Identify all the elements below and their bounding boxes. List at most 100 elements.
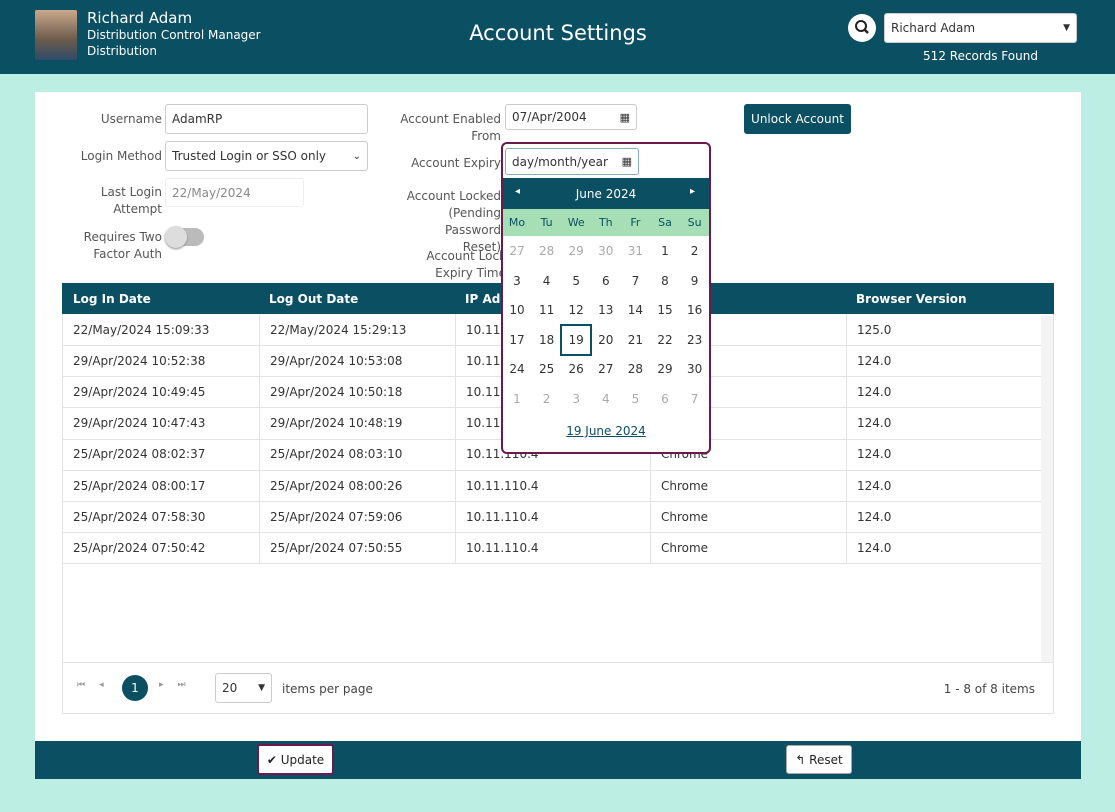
pager-summary: 1 - 8 of 8 items (943, 682, 1035, 696)
day-cell[interactable]: 30 (598, 244, 614, 258)
user-select[interactable]: Richard Adam ▼ (884, 13, 1077, 43)
table-cell: 22/May/2024 15:29:13 (259, 314, 455, 345)
avatar (35, 10, 77, 60)
table-cell: 25/Apr/2024 08:02:37 (73, 447, 206, 462)
enabled-from-input[interactable]: 07/Apr/2004 ▦ (505, 104, 637, 130)
day-cell[interactable]: 25 (538, 362, 555, 377)
lock-expiry-label: Account Lock Expiry Time (426, 249, 506, 280)
prev-month[interactable]: ◂ (515, 186, 521, 197)
table-cell: 29/Apr/2024 10:49:45 (73, 384, 206, 399)
next-month[interactable]: ▸ (690, 186, 696, 197)
username-label: Username (100, 112, 162, 126)
pager-divider (63, 662, 1053, 663)
table-cell: 124.0 (846, 470, 1054, 501)
pager-nav[interactable]: ⏮◂ (77, 680, 118, 690)
day-cell[interactable]: 3 (572, 392, 580, 406)
day-cell[interactable]: 17 (509, 332, 525, 347)
day-cell[interactable]: 13 (598, 303, 614, 318)
reset-button[interactable]: ↰ Reset (786, 745, 852, 774)
table-cell: 124.0 (846, 345, 1054, 377)
day-cell[interactable]: 29 (568, 244, 584, 258)
day-cell[interactable]: 23 (686, 332, 703, 347)
day-cell[interactable]: 6 (661, 392, 669, 406)
today-link[interactable]: 19 June 2024 (566, 424, 646, 438)
page-button[interactable]: 1 (122, 675, 148, 701)
last-login-field: 22/May/2024 (165, 178, 304, 207)
table-cell: 25/Apr/2024 07:50:55 (259, 532, 455, 564)
day-cell[interactable]: 21 (627, 332, 644, 347)
table-cell: 29/Apr/2024 10:52:38 (73, 353, 206, 368)
weekday: Fr (630, 216, 641, 229)
weekday-row (503, 209, 709, 236)
day-cell[interactable]: 6 (601, 273, 610, 288)
day-cell[interactable]: 5 (631, 392, 640, 406)
update-button[interactable]: ✔ Update (257, 744, 334, 775)
day-cell[interactable]: 5 (572, 273, 580, 288)
day-cell[interactable]: 22 (657, 332, 673, 347)
day-cell[interactable]: 2 (690, 244, 699, 258)
table-cell: 25/Apr/2024 07:50:42 (73, 540, 206, 555)
day-cell[interactable]: 31 (627, 244, 644, 258)
day-cell[interactable]: 2 (542, 392, 551, 406)
column-header[interactable]: Log In Date (73, 292, 151, 306)
expiry-input[interactable]: day/month/year ▦ (505, 148, 639, 175)
day-cell[interactable]: 28 (627, 362, 644, 377)
search-button[interactable] (848, 14, 876, 42)
calendar-month[interactable]: June 2024 (575, 187, 637, 201)
day-cell[interactable]: 12 (568, 303, 584, 318)
day-cell[interactable]: 4 (542, 273, 551, 288)
weekday: Mo (508, 216, 526, 229)
locked-label: Account Locked (Pending Password Reset) (406, 189, 501, 254)
table-cell: 124.0 (846, 532, 1054, 564)
day-cell[interactable]: 4 (601, 392, 610, 406)
day-cell[interactable]: 10 (509, 303, 525, 318)
day-cell[interactable]: 14 (627, 303, 644, 318)
column-header[interactable]: Browser Version (856, 292, 967, 306)
pager-nav[interactable]: ▸⏭ (159, 680, 200, 690)
table-cell: Chrome (650, 470, 846, 501)
day-cell[interactable]: 16 (686, 303, 703, 318)
day-cell[interactable]: 30 (686, 362, 703, 377)
column-header[interactable]: Log Out Date (269, 292, 359, 306)
day-cell[interactable]: 24 (509, 362, 525, 377)
day-cell[interactable]: 15 (657, 303, 673, 318)
day-cell[interactable]: 7 (690, 392, 699, 406)
day-cell[interactable]: 3 (513, 273, 521, 288)
username-input[interactable]: AdamRP (165, 104, 368, 134)
day-cell[interactable]: 28 (538, 244, 555, 258)
day-cell[interactable]: 20 (598, 332, 614, 347)
login-method-value: Trusted Login or SSO only (172, 149, 327, 163)
per-page-label: items per page (282, 682, 373, 696)
day-cell[interactable]: 26 (568, 362, 584, 377)
reset-text: Reset (809, 752, 843, 767)
day-cell[interactable]: 1 (513, 392, 521, 406)
enabled-from-label: Account Enabled From (400, 112, 501, 143)
selected-day[interactable]: 19 (560, 323, 593, 356)
row-divider (63, 563, 1041, 565)
day-cell[interactable]: 27 (598, 362, 614, 377)
footer-bar (35, 741, 1081, 779)
table-cell: 10.11.110.4 (455, 501, 650, 533)
row-divider (63, 501, 1041, 502)
day-cell[interactable]: 7 (631, 273, 640, 288)
day-cell[interactable]: 18 (538, 332, 555, 347)
day-cell[interactable]: 27 (509, 244, 525, 258)
weekday: Su (687, 216, 702, 229)
login-method-select[interactable]: Trusted Login or SSO only ⌄ (165, 141, 368, 171)
unlock-button[interactable]: Unlock Account (744, 104, 851, 134)
day-cell[interactable]: 29 (657, 362, 673, 377)
row-divider (63, 532, 1041, 534)
scrollbar[interactable] (1041, 316, 1053, 662)
weekday: We (567, 216, 585, 229)
day-cell[interactable]: 1 (661, 244, 669, 258)
row-divider (63, 469, 1041, 471)
two-factor-toggle[interactable] (165, 226, 204, 248)
day-cell[interactable]: 8 (661, 273, 669, 288)
day-cell[interactable]: 11 (538, 303, 555, 318)
table-cell: 10.11.110.4 (455, 532, 650, 564)
page-size-select[interactable]: 20 ▼ (215, 673, 272, 703)
day-cell[interactable]: 9 (690, 273, 699, 288)
records-count: 512 Records Found (923, 49, 1038, 63)
table-cell: 29/Apr/2024 10:47:43 (73, 416, 206, 431)
